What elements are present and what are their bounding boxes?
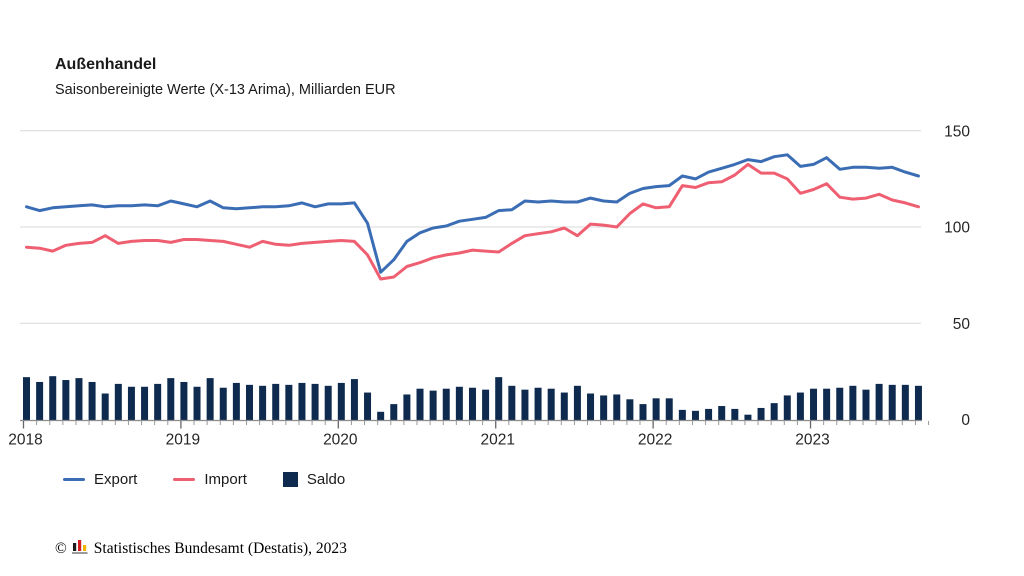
saldo-bar: [167, 378, 175, 420]
saldo-bar: [154, 383, 162, 420]
legend-item-export[interactable]: Export: [63, 471, 137, 488]
saldo-bar: [534, 387, 542, 420]
saldo-bar: [49, 376, 57, 420]
saldo-bar: [62, 380, 70, 420]
saldo-bar: [23, 377, 30, 420]
saldo-bar: [613, 394, 621, 420]
saldo-bar: [482, 389, 490, 420]
y-axis-tick-label: 50: [953, 316, 971, 333]
chart-title: Außenhandel: [55, 56, 157, 73]
export-line-swatch-icon: [63, 477, 85, 482]
saldo-bar: [337, 382, 345, 420]
saldo-bar: [521, 389, 529, 420]
saldo-bar: [652, 398, 660, 420]
copyright-symbol: ©: [55, 539, 67, 557]
saldo-bar: [364, 392, 372, 420]
saldo-bar: [219, 387, 227, 420]
saldo-bar: [468, 387, 476, 420]
import-line-swatch-icon: [173, 477, 196, 482]
saldo-bar: [127, 386, 135, 420]
saldo-bar: [442, 388, 450, 420]
saldo-bar: [836, 387, 844, 420]
saldo-bar: [770, 403, 778, 420]
legend-label: Saldo: [306, 471, 346, 488]
saldo-bar: [639, 404, 647, 420]
saldo-bar: [193, 386, 201, 420]
saldo-bar: [311, 383, 319, 420]
source-line: © Statistisches Bundesamt (Destatis), 20…: [55, 538, 347, 559]
saldo-bar: [757, 407, 765, 420]
saldo-bar: [875, 383, 883, 420]
x-axis-tick-label: 2022: [638, 432, 672, 449]
saldo-bar: [324, 385, 332, 420]
saldo-bar: [206, 378, 214, 420]
y-axis-tick-label: 150: [944, 123, 970, 140]
destatis-logo-icon: [71, 539, 89, 560]
legend-label: Import: [204, 471, 247, 488]
saldo-bar: [849, 385, 857, 420]
saldo-bar: [587, 393, 595, 420]
saldo-bar: [678, 409, 686, 420]
chart-legend: Export Import Saldo: [63, 471, 345, 488]
saldo-bar: [914, 385, 922, 420]
saldo-bar: [245, 384, 253, 420]
saldo-bar: [508, 385, 516, 420]
saldo-bar: [350, 379, 358, 420]
saldo-bar: [88, 381, 96, 420]
saldo-bar: [298, 382, 306, 420]
source-text: Statistisches Bundesamt (Destatis), 2023: [93, 539, 347, 557]
saldo-bar: [783, 395, 791, 420]
saldo-bar: [573, 385, 581, 420]
saldo-bar: [272, 383, 280, 420]
saldo-bar: [75, 378, 83, 420]
saldo-bar: [810, 388, 818, 420]
saldo-bar: [429, 390, 437, 420]
saldo-square-swatch-icon: [282, 472, 298, 487]
saldo-bar: [390, 404, 398, 420]
saldo-bar: [718, 406, 726, 420]
x-axis-tick-label: 2023: [795, 432, 829, 449]
chart-plot-area: 2018 2019 2020 2021 2022 2023 0 50 100 150: [8, 123, 971, 449]
x-axis-tick-label: 2018: [8, 432, 42, 449]
saldo-bar: [455, 386, 463, 420]
saldo-bar: [377, 411, 385, 420]
y-axis-tick-label: 100: [944, 220, 970, 237]
legend-item-saldo[interactable]: Saldo: [282, 471, 346, 488]
saldo-bar: [416, 388, 424, 420]
saldo-bar: [547, 388, 555, 420]
import-line: [25, 162, 920, 281]
y-axis-tick-label: 0: [961, 412, 970, 429]
saldo-bar: [691, 410, 699, 420]
legend-item-import[interactable]: Import: [173, 471, 247, 488]
saldo-bar: [141, 386, 149, 420]
chart-subtitle: Saisonbereinigte Werte (X-13 Arima), Mil…: [55, 82, 396, 98]
x-axis-tick-label: 2021: [480, 432, 514, 449]
x-axis-tick-label: 2020: [323, 432, 358, 449]
export-line: [25, 153, 920, 274]
saldo-bar: [626, 399, 634, 420]
saldo-bar: [888, 384, 896, 420]
saldo-bar: [731, 408, 739, 420]
legend-label: Export: [94, 471, 138, 488]
saldo-bar: [232, 382, 240, 420]
saldo-bar: [744, 414, 752, 420]
saldo-bar: [114, 383, 122, 420]
saldo-bar: [901, 384, 909, 420]
saldo-bar: [403, 394, 411, 420]
saldo-bar: [796, 392, 804, 420]
x-axis-tick-label: 2019: [166, 432, 200, 449]
saldo-bar: [823, 388, 831, 420]
saldo-bar: [600, 395, 608, 420]
saldo-bar: [495, 377, 503, 420]
saldo-bar: [285, 384, 293, 420]
saldo-bar: [259, 385, 267, 420]
saldo-bar: [180, 381, 188, 420]
saldo-bar: [862, 389, 870, 420]
saldo-bar: [36, 381, 44, 420]
saldo-bar: [101, 393, 109, 420]
saldo-bar: [665, 398, 673, 420]
saldo-bar: [705, 408, 713, 420]
saldo-bar: [560, 392, 568, 420]
